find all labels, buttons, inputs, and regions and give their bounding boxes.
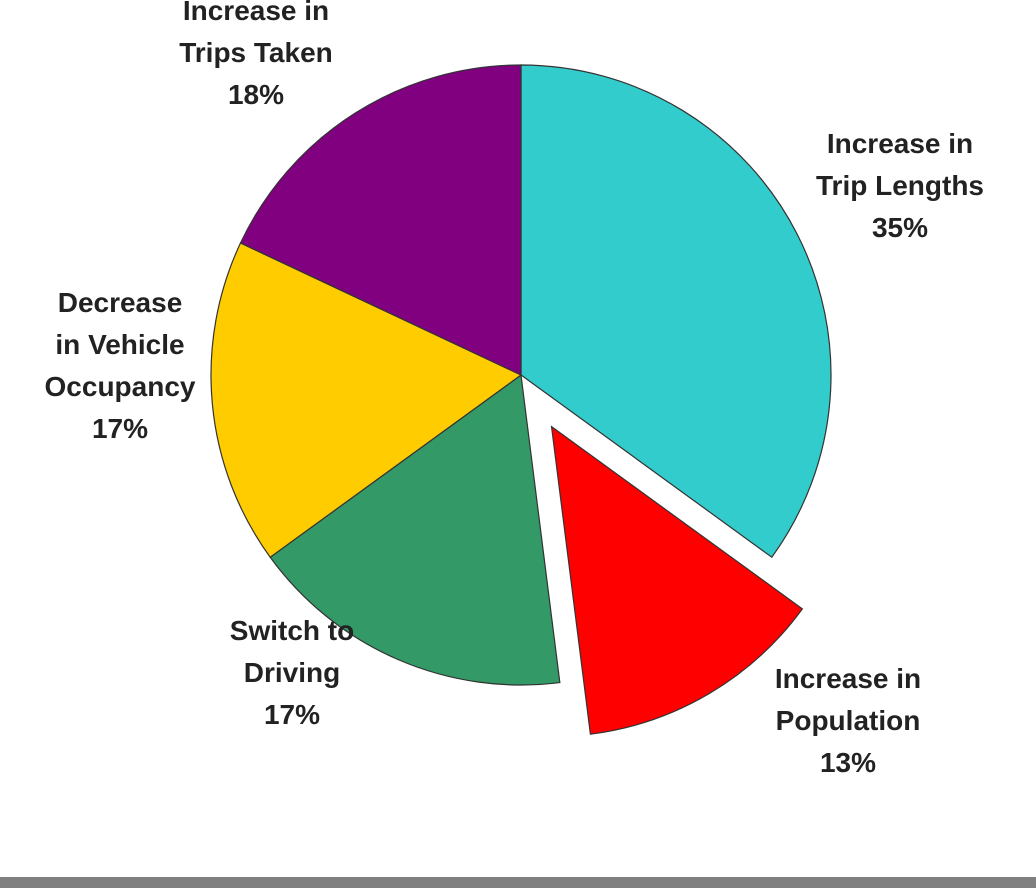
slice-label-line: Occupancy <box>45 371 196 402</box>
labels-layer: Increase in Trip Lengths 35% Increase in Pop… <box>45 0 984 778</box>
slice-label-vehicle-occupancy: Decrease in Vehicle Occupancy 17% <box>45 287 196 444</box>
slice-label-line: Increase in <box>183 0 329 26</box>
slice-label-line: Driving <box>244 657 340 688</box>
footer-bar <box>0 877 1036 888</box>
pie-slice-population <box>550 425 804 735</box>
slice-percent-label: 13% <box>820 747 876 778</box>
slice-label-line: Trips Taken <box>179 37 333 68</box>
pie-slice-trip-lengths <box>520 64 832 559</box>
slice-label-trips-taken: Increase in Trips Taken 18% <box>179 0 333 110</box>
slice-label-switch-to-driving: Switch to Driving 17% <box>230 615 354 730</box>
slice-percent-label: 35% <box>872 212 928 243</box>
pie-slice-trips-taken <box>239 64 522 376</box>
slice-label-population: Increase in Population 13% <box>775 663 921 778</box>
slice-label-line: Increase in <box>827 128 973 159</box>
slice-label-line: Population <box>776 705 921 736</box>
slices-layer <box>210 64 832 735</box>
pie-slice-switch-to-driving <box>269 373 561 686</box>
slice-percent-label: 17% <box>92 413 148 444</box>
slice-label-trip-lengths: Increase in Trip Lengths 35% <box>816 128 984 243</box>
slice-label-line: Increase in <box>775 663 921 694</box>
slice-label-line: in Vehicle <box>55 329 184 360</box>
slice-label-line: Decrease <box>58 287 183 318</box>
slice-label-line: Trip Lengths <box>816 170 984 201</box>
pie-slice-vehicle-occupancy <box>210 242 523 559</box>
slice-percent-label: 17% <box>264 699 320 730</box>
slice-percent-label: 18% <box>228 79 284 110</box>
slice-label-line: Switch to <box>230 615 354 646</box>
